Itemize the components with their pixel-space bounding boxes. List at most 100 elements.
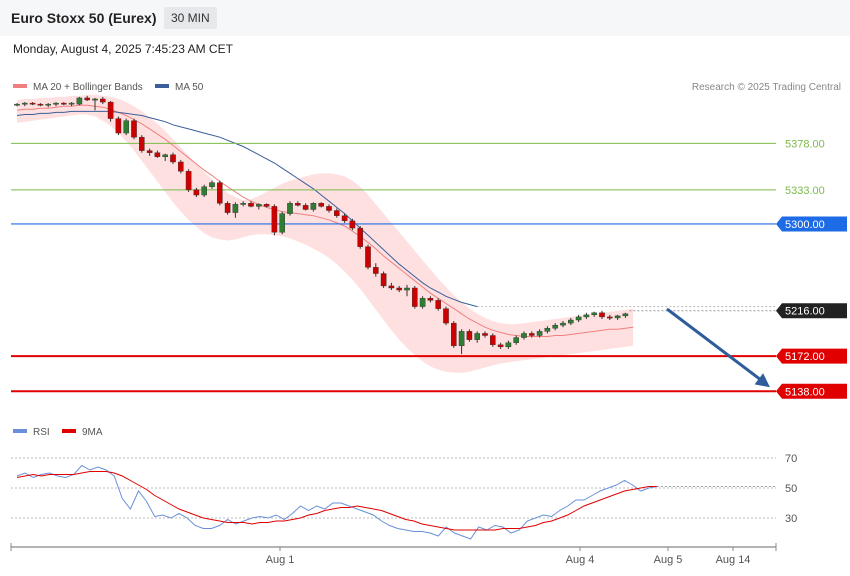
candle-body <box>326 206 332 211</box>
candle-body <box>53 102 59 105</box>
candle-body <box>474 333 481 340</box>
candle-body <box>318 203 325 207</box>
candle-body <box>560 322 566 326</box>
candle-body <box>451 322 457 347</box>
x-axis: Aug 1 Aug 4 Aug 5 Aug 14 <box>10 543 777 566</box>
instrument-title: Euro Stoxx 50 (Eurex) <box>11 10 157 26</box>
candle-body <box>466 331 473 340</box>
candle-body <box>607 316 613 319</box>
candle-body <box>99 98 106 103</box>
candle <box>61 102 67 106</box>
level-label: 5300.00 <box>785 219 825 231</box>
candle-body <box>37 103 44 106</box>
candle-body <box>224 203 231 213</box>
candle-body <box>177 161 184 172</box>
forecast-arrow-shaft <box>666 308 766 384</box>
legend-label-rsi: RSI <box>33 427 50 438</box>
candle-body <box>209 182 215 187</box>
chart-header: Euro Stoxx 50 (Eurex) 30 MIN <box>0 0 850 36</box>
candle-body <box>529 333 535 336</box>
candle <box>209 180 215 189</box>
candle <box>115 116 122 136</box>
level-tag-support <box>776 383 847 399</box>
candle-body <box>295 203 301 206</box>
candle <box>92 97 98 111</box>
candle-body <box>521 333 527 338</box>
candle-body <box>380 273 387 287</box>
candle-body <box>614 315 621 319</box>
candle-body <box>583 314 590 318</box>
legend-label-ma20: MA 20 + Bollinger Bands <box>33 82 143 93</box>
rsi-line <box>16 464 657 540</box>
candle <box>22 102 28 107</box>
candle-body <box>248 203 254 207</box>
candle-body <box>201 186 208 196</box>
candle <box>14 103 20 107</box>
bollinger-bands <box>17 94 634 373</box>
candle <box>490 333 496 347</box>
price-legend: MA 20 + Bollinger Bands MA 50 <box>13 82 204 93</box>
candle <box>263 203 270 208</box>
bollinger-band-area <box>17 94 634 373</box>
candle-body <box>123 120 129 134</box>
level-label: 5333.00 <box>785 185 825 197</box>
candle <box>575 314 582 323</box>
level-label: 5378.00 <box>785 138 825 150</box>
rsi-tick-label: 30 <box>785 513 797 525</box>
candle-body <box>458 331 465 347</box>
candle-body <box>61 102 67 105</box>
timeframe-badge[interactable]: 30 MIN <box>164 7 217 29</box>
candle <box>279 211 286 235</box>
candle-body <box>279 213 286 233</box>
candle <box>435 298 442 311</box>
candle-body <box>505 342 512 348</box>
timestamp: Monday, August 4, 2025 7:45:23 AM CET <box>13 42 233 56</box>
legend-label-9ma: 9MA <box>82 427 103 438</box>
legend-swatch-rsi <box>13 429 27 433</box>
candle-body <box>341 215 348 222</box>
candle <box>458 329 465 355</box>
candle <box>412 285 418 309</box>
candle <box>482 331 488 338</box>
level-tag-pivot <box>776 216 847 232</box>
candle <box>84 95 90 102</box>
level-tag-support <box>776 348 847 364</box>
candle-body <box>138 136 145 151</box>
candle <box>177 159 184 174</box>
candle-body <box>22 102 28 105</box>
x-tick-label: Aug 5 <box>654 554 683 566</box>
candle-body <box>263 204 270 207</box>
candle-body <box>256 204 262 207</box>
candle-body <box>373 267 379 274</box>
candle <box>76 96 83 106</box>
level-tag-current <box>776 303 847 319</box>
candle <box>37 103 44 107</box>
x-tick-label: Aug 14 <box>716 554 751 566</box>
candle-body <box>131 120 137 138</box>
candle <box>583 312 590 319</box>
candle <box>536 329 543 338</box>
candle-body <box>443 308 449 324</box>
level-label: 5216.00 <box>785 306 825 318</box>
candle <box>607 314 613 321</box>
candle-body <box>240 203 247 205</box>
candle-body <box>412 287 418 307</box>
candle <box>513 335 519 345</box>
candle <box>287 201 293 216</box>
candle <box>341 213 348 223</box>
candle <box>373 263 379 277</box>
candle <box>170 152 176 165</box>
candle <box>334 208 340 218</box>
candle <box>154 150 161 158</box>
candle <box>357 226 364 249</box>
candle <box>295 201 301 207</box>
candle <box>123 118 129 136</box>
candle-body <box>92 98 98 101</box>
candle <box>544 326 551 334</box>
candle <box>318 202 325 208</box>
candle-body <box>287 203 293 214</box>
level-label: 5172.00 <box>785 351 825 363</box>
candle <box>131 118 137 140</box>
candle-body <box>349 220 356 229</box>
